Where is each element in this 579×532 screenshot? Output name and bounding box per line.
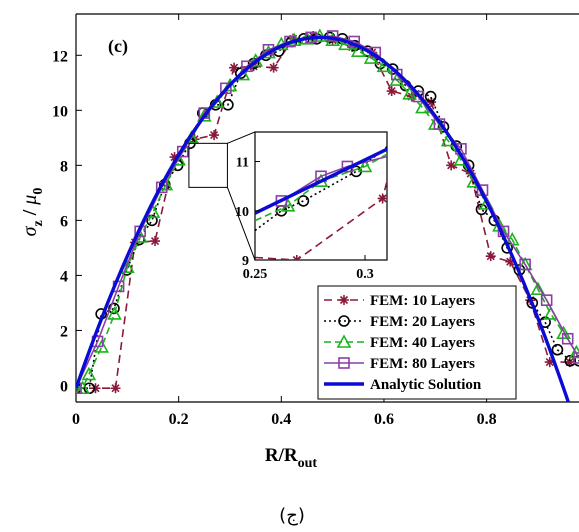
inset-point-fem-80-layers bbox=[275, 195, 288, 207]
data-point-fem-40-layers bbox=[196, 108, 212, 122]
data-point-fem-40-layers bbox=[530, 281, 546, 295]
x-tick-label: 0.4 bbox=[271, 411, 291, 428]
legend-marker bbox=[338, 315, 350, 327]
data-point-fem-10-layers bbox=[564, 357, 575, 368]
legend-entry-fem-20-layers: FEM: 20 Layers bbox=[324, 314, 475, 330]
legend-label: FEM: 10 Layers bbox=[370, 293, 475, 309]
y-tick-label: 0 bbox=[60, 378, 68, 395]
x-tick-label: 0.6 bbox=[374, 411, 394, 428]
figure-caption: (ج) bbox=[279, 505, 305, 526]
data-point-fem-10-layers bbox=[505, 256, 516, 267]
data-point-fem-40-layers bbox=[107, 306, 122, 320]
data-point-fem-10-layers bbox=[189, 134, 200, 145]
data-point-fem-40-layers bbox=[350, 43, 366, 57]
inset-frame bbox=[254, 131, 388, 261]
inset-y-tick-label: 11 bbox=[236, 156, 249, 171]
y-tick-label: 2 bbox=[60, 323, 68, 340]
data-point-fem-10-layers bbox=[90, 383, 101, 394]
zoom-connector-top bbox=[227, 131, 256, 144]
legend-entry-fem-40-layers: FEM: 40 Layers bbox=[324, 334, 475, 351]
data-point-fem-20-layers bbox=[108, 302, 120, 315]
series-layer bbox=[76, 28, 579, 402]
data-point-fem-20-layers bbox=[222, 99, 234, 111]
data-point-fem-80-layers bbox=[561, 332, 574, 345]
data-point-fem-40-layers bbox=[222, 77, 238, 92]
data-point-fem-20-layers bbox=[551, 343, 564, 356]
main-axes: 0 0.2 0.4 0.6 0.8 0 2 4 6 8 10 12 bbox=[52, 13, 579, 428]
data-point-fem-40-layers bbox=[76, 380, 91, 395]
inset-point-fem-10-layers bbox=[377, 193, 387, 204]
data-point-fem-10-layers bbox=[288, 33, 299, 44]
inset-point-fem-40-layers bbox=[357, 158, 373, 173]
data-point-fem-80-layers bbox=[540, 294, 553, 306]
data-point-fem-40-layers bbox=[543, 306, 559, 320]
data-point-fem-20-layers bbox=[424, 90, 437, 103]
x-tick-label: 0.2 bbox=[169, 411, 189, 428]
x-tick-label: 0 bbox=[72, 411, 80, 428]
legend-label: FEM: 40 Layers bbox=[370, 335, 475, 351]
zoom-source-box bbox=[188, 142, 228, 188]
legend-entry-analytic-solution: Analytic Solution bbox=[324, 377, 482, 393]
data-point-fem-10-layers bbox=[386, 86, 397, 97]
data-point-fem-10-layers bbox=[485, 251, 496, 262]
legend-label: Analytic Solution bbox=[370, 377, 482, 393]
legend-label: FEM: 20 Layers bbox=[370, 314, 475, 330]
zoom-indicator bbox=[188, 131, 256, 261]
series-line-analytic-solution bbox=[76, 35, 571, 402]
legend-entry-fem-80-layers: FEM: 80 Layers bbox=[324, 356, 475, 372]
data-point-fem-10-layers bbox=[268, 62, 279, 73]
y-tick-label: 10 bbox=[52, 103, 68, 120]
data-point-fem-20-layers bbox=[564, 354, 577, 367]
legend-label: FEM: 80 Layers bbox=[370, 356, 475, 372]
inset-series-analytic-solution bbox=[255, 147, 387, 215]
data-point-fem-40-layers bbox=[569, 344, 579, 359]
y-tick-label: 6 bbox=[60, 213, 68, 230]
inset-point-fem-10-layers bbox=[291, 255, 302, 260]
series-analytic-solution bbox=[76, 35, 571, 402]
data-point-fem-80-layers bbox=[220, 82, 232, 95]
y-tick-label: 4 bbox=[60, 268, 68, 285]
inset-line-fem-10-layers bbox=[255, 181, 387, 260]
data-point-fem-10-layers bbox=[544, 357, 555, 368]
inset-series-fem-10-layers bbox=[255, 181, 387, 260]
legend-entry-fem-10-layers: FEM: 10 Layers bbox=[324, 293, 475, 309]
data-point-fem-80-layers bbox=[390, 68, 403, 81]
data-point-fem-80-layers bbox=[573, 352, 579, 364]
data-point-fem-40-layers bbox=[556, 325, 571, 340]
data-point-fem-80-layers bbox=[412, 90, 425, 103]
x-axis-label: R/Rout bbox=[265, 445, 318, 471]
data-point-fem-10-layers bbox=[150, 236, 161, 247]
legend-marker bbox=[338, 357, 350, 369]
y-axis-label: σz / μ0 bbox=[19, 188, 46, 237]
y-tick-label: 12 bbox=[52, 48, 68, 65]
data-point-fem-40-layers bbox=[81, 366, 97, 381]
data-point-fem-10-layers bbox=[169, 152, 180, 163]
panel-label: (c) bbox=[108, 36, 128, 57]
data-point-fem-10-layers bbox=[110, 383, 121, 394]
x-tick-label: 0.8 bbox=[477, 411, 497, 428]
data-point-fem-80-layers bbox=[519, 258, 531, 271]
data-point-fem-80-layers bbox=[76, 382, 82, 395]
legend-marker bbox=[339, 295, 349, 305]
legend: FEM: 10 Layers FEM: 20 Layers FEM: 40 Laye… bbox=[317, 285, 517, 400]
inset-y-tick-label: 9 bbox=[242, 254, 249, 269]
legend-marker bbox=[336, 334, 352, 348]
inset-line-analytic-solution bbox=[255, 147, 387, 215]
inset-point-fem-20-layers bbox=[297, 195, 310, 207]
inset-x-tick-label: 0.3 bbox=[356, 267, 374, 282]
y-tick-label: 8 bbox=[60, 158, 68, 175]
data-point-fem-20-layers bbox=[437, 121, 450, 133]
inset-plot: 0.25 0.3 9 10 11 bbox=[235, 131, 388, 282]
inset-y-tick-label: 10 bbox=[235, 205, 249, 220]
data-point-fem-10-layers bbox=[209, 130, 220, 141]
data-point-fem-10-layers bbox=[229, 62, 240, 73]
zoom-connector-bottom bbox=[226, 187, 256, 261]
inset-series-layer bbox=[255, 146, 387, 260]
inset-x-tick-label: 0.25 bbox=[243, 267, 268, 282]
data-point-fem-10-layers bbox=[446, 160, 457, 171]
